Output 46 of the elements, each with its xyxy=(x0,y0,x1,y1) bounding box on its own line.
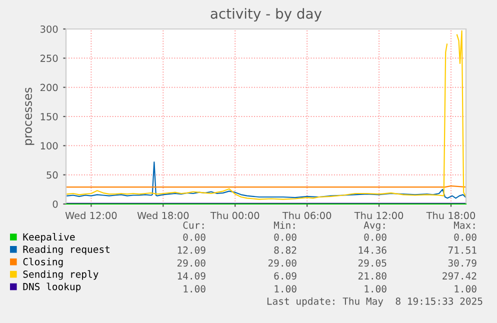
text: 12.09 xyxy=(178,246,206,254)
y-tick-label: 100 xyxy=(40,142,58,150)
line-series xyxy=(66,161,466,199)
legend-label: Sending reply xyxy=(23,270,98,280)
text: Last update: Thu May 8 19:15:33 2025 xyxy=(267,297,482,307)
legend-label: Closing xyxy=(23,258,63,268)
text: 14.36 xyxy=(358,246,386,254)
x-tick-label: Thu 12:00 xyxy=(354,212,404,220)
text: 6.09 xyxy=(274,272,296,280)
text: 14.09 xyxy=(178,272,206,280)
text: 297.42 xyxy=(442,272,476,280)
text: 0.00 xyxy=(364,233,386,241)
x-tick-label: Wed 12:00 xyxy=(65,212,117,220)
chart-title: activity - by day xyxy=(210,8,322,22)
legend-label: Keepalive xyxy=(23,233,75,242)
y-tick-label: 50 xyxy=(46,171,58,179)
y-axis-title: processes xyxy=(25,88,34,145)
legend-label: DNS lookup xyxy=(23,282,81,292)
text: 0.00 xyxy=(454,233,476,241)
text: 71.51 xyxy=(448,246,476,254)
text: 29.05 xyxy=(358,259,386,267)
text: 0.00 xyxy=(274,233,296,241)
x-tick-label: Thu 18:00 xyxy=(426,212,476,220)
text: 1.00 xyxy=(274,285,296,293)
text: Cur: xyxy=(183,221,204,229)
text: 30.79 xyxy=(448,259,476,267)
x-tick-label: Thu 06:00 xyxy=(282,212,332,220)
y-tick-label: 300 xyxy=(40,25,58,33)
text: 0.00 xyxy=(183,233,206,241)
y-tick-label: 150 xyxy=(40,112,58,120)
legend-label: Reading request xyxy=(23,245,110,255)
x-tick-label: Wed 18:00 xyxy=(137,212,189,220)
text: 29.00 xyxy=(268,259,296,267)
y-tick-label: 250 xyxy=(40,54,58,62)
text: Max: xyxy=(454,222,475,229)
y-tick-label: 200 xyxy=(40,84,58,92)
text: 1.00 xyxy=(364,285,386,293)
text: 1.00 xyxy=(454,285,476,293)
y-tick-label: 0 xyxy=(52,200,58,208)
x-tick-label: Thu 00:00 xyxy=(210,212,260,220)
text: Avg: xyxy=(364,222,385,231)
text: 21.80 xyxy=(358,272,386,280)
text: 29.00 xyxy=(177,259,206,267)
text: 1.00 xyxy=(184,285,206,293)
text: 8.82 xyxy=(274,246,296,254)
text: Min: xyxy=(274,221,295,229)
